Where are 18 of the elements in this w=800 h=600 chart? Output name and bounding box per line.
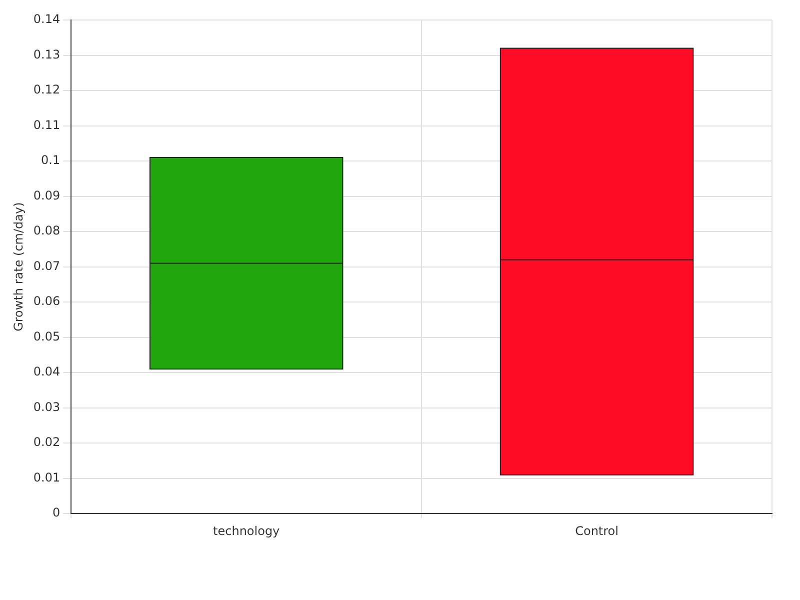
x-tick-label: Control (575, 524, 618, 538)
y-tick-label: 0 (52, 506, 60, 520)
y-tick-label: 0.14 (33, 12, 60, 26)
y-tick-label: 0.07 (33, 258, 60, 273)
y-tick-label: 0.09 (33, 188, 60, 202)
y-tick-label: 0.01 (33, 470, 60, 484)
y-tick-label: 0.05 (33, 329, 60, 344)
y-tick-label: 0.08 (33, 224, 60, 238)
y-tick-label: 0.12 (33, 82, 60, 97)
y-tick-label: 0.02 (33, 435, 60, 450)
x-tick-label: technology (213, 524, 280, 538)
y-tick-label: 0.11 (33, 118, 60, 132)
y-tick-label: 0.03 (33, 400, 60, 414)
y-tick-label: 0.06 (33, 294, 60, 308)
y-tick-label: 0.13 (33, 47, 60, 62)
y-tick-label: 0.04 (33, 364, 60, 379)
y-axis-title: Growth rate (cm/day) (11, 202, 26, 332)
y-tick-label: 0.1 (41, 153, 60, 168)
